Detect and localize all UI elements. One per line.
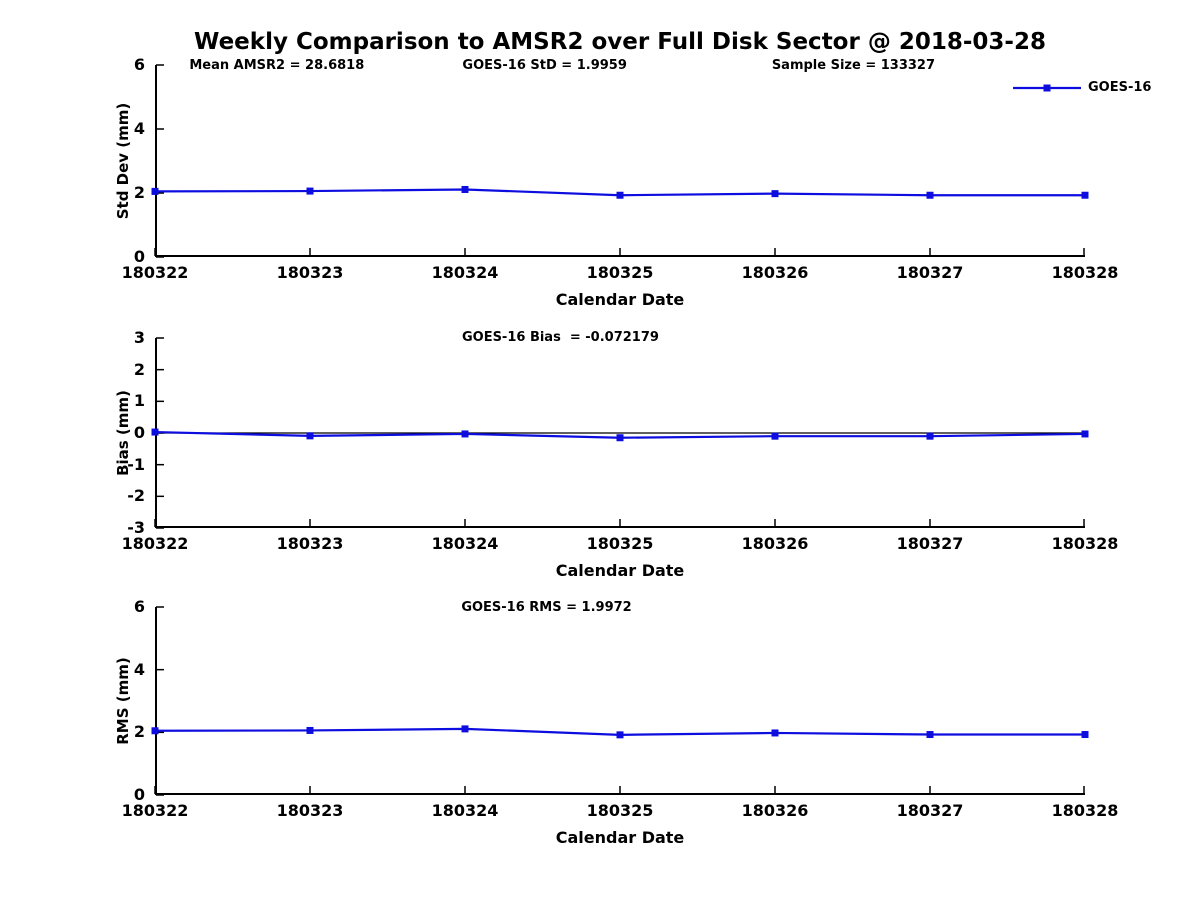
data-point-marker: [771, 190, 779, 198]
y-tick-label: 2: [133, 359, 145, 379]
y-tick-label: 2: [133, 722, 145, 742]
y-tick-label: 0: [133, 423, 145, 442]
x-axis-title: Calendar Date: [555, 561, 685, 580]
y-tick-label: 2: [133, 183, 145, 202]
x-tick-label: 180322: [121, 534, 189, 553]
legend-line-sample: [1013, 84, 1081, 92]
x-tick-label: 180325: [586, 801, 654, 820]
chart-annotation: Sample Size = 133327: [771, 58, 936, 73]
y-tick-label: 3: [133, 328, 145, 347]
x-tick-label: 180328: [1051, 534, 1119, 553]
data-point-marker: [306, 187, 314, 195]
data-point-marker: [306, 432, 314, 440]
data-point-marker: [306, 726, 314, 734]
chart-annotation: GOES-16 RMS = 1.9972: [461, 600, 632, 615]
x-tick-label: 180323: [276, 534, 344, 553]
y-tick-label: 6: [133, 55, 145, 74]
x-tick-label: 180328: [1051, 263, 1119, 282]
figure-title: Weekly Comparison to AMSR2 over Full Dis…: [194, 29, 1046, 55]
data-point-marker: [616, 434, 624, 442]
data-point-marker: [461, 725, 469, 733]
y-axis-label-rms: RMS (mm): [114, 657, 132, 745]
x-axis-title: Calendar Date: [555, 828, 685, 847]
data-point-marker: [616, 191, 624, 199]
x-tick-label: 180327: [896, 801, 964, 820]
y-tick-label: 4: [133, 659, 145, 679]
data-point-marker: [151, 187, 159, 195]
y-axis-label-bias: Bias (mm): [114, 390, 132, 476]
y-tick-label: 1: [133, 391, 145, 411]
x-tick-label: 180323: [276, 801, 344, 820]
x-tick-label: 180324: [431, 263, 499, 282]
data-point-marker: [461, 185, 469, 193]
chart-annotation: GOES-16 Bias = -0.072179: [461, 330, 659, 345]
x-tick-label: 180324: [431, 534, 499, 553]
x-tick-label: 180324: [431, 801, 499, 820]
data-point-marker: [926, 191, 934, 199]
plot-svg-std-dev: [151, 64, 1089, 258]
data-point-marker: [461, 430, 469, 438]
data-point-marker: [1081, 430, 1089, 438]
x-tick-label: 180326: [741, 534, 809, 553]
x-axis-title: Calendar Date: [555, 290, 685, 309]
x-tick-label: 180327: [896, 263, 964, 282]
y-tick-label: 0: [133, 785, 145, 804]
data-point-marker: [151, 428, 159, 436]
x-tick-label: 180326: [741, 801, 809, 820]
plot-svg-bias: [151, 337, 1089, 529]
data-point-marker: [771, 432, 779, 440]
x-tick-label: 180325: [586, 534, 654, 553]
x-tick-label: 180323: [276, 263, 344, 282]
y-tick-label: 6: [133, 597, 145, 616]
data-point-marker: [1081, 191, 1089, 199]
data-point-marker: [771, 729, 779, 737]
y-tick-label: -2: [127, 486, 145, 506]
x-tick-label: 180322: [121, 801, 189, 820]
x-tick-label: 180326: [741, 263, 809, 282]
x-tick-label: 180327: [896, 534, 964, 553]
data-point-marker: [1081, 731, 1089, 739]
data-point-marker: [926, 432, 934, 440]
plot-svg-rms: [151, 606, 1089, 796]
chart-annotation: GOES-16 StD = 1.9959: [462, 58, 627, 73]
y-tick-label: 0: [133, 247, 145, 266]
chart-annotation: Mean AMSR2 = 28.6818: [189, 58, 365, 73]
y-axis-label-std-dev: Std Dev (mm): [114, 102, 132, 220]
data-point-marker: [926, 731, 934, 739]
data-point-marker: [616, 731, 624, 739]
x-tick-label: 180328: [1051, 801, 1119, 820]
y-tick-label: -1: [127, 454, 145, 474]
x-tick-label: 180322: [121, 263, 189, 282]
y-tick-label: -3: [127, 518, 145, 537]
data-point-marker: [151, 727, 159, 735]
legend: GOES-16: [1013, 80, 1151, 96]
legend-label: GOES-16: [1088, 80, 1152, 95]
y-tick-label: 4: [133, 119, 145, 138]
x-tick-label: 180325: [586, 263, 654, 282]
